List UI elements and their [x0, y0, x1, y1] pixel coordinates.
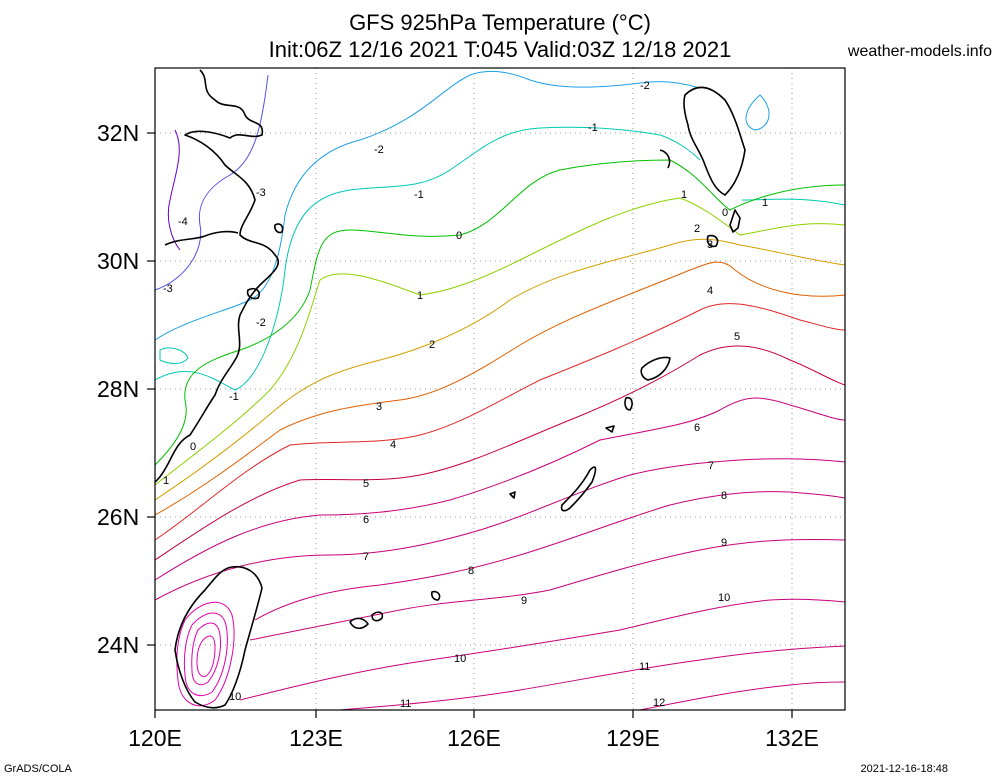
taiwan-coast — [174, 565, 263, 709]
contour-label: 9 — [521, 595, 527, 607]
contour-0 — [154, 159, 846, 466]
contour-12 — [639, 681, 846, 711]
lon-label-120e: 120E — [128, 725, 182, 751]
contour-label: -2 — [256, 317, 266, 329]
coastlines — [154, 69, 746, 709]
mainland-island — [274, 223, 284, 234]
contour-label: 0 — [456, 230, 462, 242]
iriomote — [371, 611, 384, 622]
lat-label-24n: 24N — [97, 632, 139, 658]
contour-label: 4 — [707, 285, 713, 297]
contour-label: 9 — [721, 537, 727, 549]
contour-label: 8 — [721, 490, 727, 502]
china-coast — [154, 69, 280, 483]
contour-label: 4 — [390, 439, 396, 451]
contour-label: 7 — [363, 551, 369, 563]
contour-5 — [154, 345, 846, 561]
contour-label: -2 — [374, 144, 384, 156]
lon-label-132e: 132E — [765, 725, 819, 751]
contour-10 — [239, 598, 846, 701]
contour-label: 11 — [400, 698, 411, 710]
zhoushan-islands — [246, 287, 261, 300]
lon-label-123e: 123E — [289, 725, 343, 751]
contour-label: 6 — [363, 514, 369, 526]
taiwan-hot-contours — [176, 601, 235, 707]
contour-label: -3 — [163, 283, 173, 295]
contour-minus4 — [167, 129, 181, 251]
contour-label: 3 — [707, 239, 713, 251]
contour-label: -3 — [256, 187, 266, 199]
contour-label: 0 — [722, 207, 728, 219]
map-title: GFS 925hPa Temperature (°C) — [349, 10, 651, 35]
lon-label-126e: 126E — [447, 725, 501, 751]
contour-minus1b — [159, 347, 189, 364]
contour-label: 1 — [762, 197, 768, 209]
amami — [640, 356, 671, 381]
lon-label-129e: 129E — [606, 725, 660, 751]
contour-minus1c — [741, 198, 846, 206]
contour-label: 12 — [653, 697, 665, 709]
lat-label-32n: 32N — [97, 120, 139, 146]
contour-label: -1 — [229, 391, 239, 403]
lat-label-28n: 28N — [97, 376, 139, 402]
contour-label: 10 — [718, 592, 730, 604]
contour-label: 8 — [468, 565, 474, 577]
contour-label: 0 — [190, 441, 196, 453]
kyushu-coast — [683, 86, 746, 196]
contour-minus2b — [745, 94, 770, 131]
contour-labels: -2 -1 -2 -3 -1 -4 0 1 2 1 0 3 -3 -2 4 1 … — [163, 80, 768, 710]
contour-label: 5 — [734, 331, 740, 343]
contour-label: 1 — [681, 189, 687, 201]
contour-label: 3 — [376, 401, 382, 413]
okinawa-islet — [509, 491, 516, 499]
contour-3 — [154, 261, 846, 516]
lat-label-30n: 30N — [97, 248, 139, 274]
miyako — [431, 590, 441, 601]
contour-7 — [154, 458, 846, 601]
contour-minus1 — [154, 126, 701, 391]
contour-label: 1 — [417, 290, 423, 302]
contour-8 — [254, 491, 846, 621]
contour-label: 10 — [454, 653, 466, 665]
contour-label: -1 — [414, 189, 424, 201]
contour-label: 10 — [229, 691, 241, 703]
contour-label: 1 — [163, 475, 169, 487]
ishigaki — [349, 617, 369, 630]
contour-label: 2 — [429, 339, 435, 351]
contour-label: -2 — [640, 80, 650, 92]
contour-label: 6 — [694, 422, 700, 434]
yakushima — [706, 234, 719, 248]
kyushu-west — [659, 149, 671, 169]
contour-label: 11 — [639, 661, 650, 673]
contour-minus3 — [154, 74, 269, 291]
contour-11 — [339, 645, 846, 711]
footer-right: 2021-12-16-18:48 — [860, 763, 948, 775]
china-inlet — [164, 230, 239, 246]
contour-4 — [154, 303, 846, 541]
tokunoshima — [624, 396, 633, 411]
footer-left: GrADS/COLA — [4, 763, 72, 775]
contour-1 — [154, 197, 846, 486]
lat-label-26n: 26N — [97, 504, 139, 530]
tanegashima — [729, 209, 741, 233]
contour-6 — [154, 397, 846, 581]
contour-label: -1 — [588, 122, 598, 134]
okinawa — [560, 466, 597, 512]
contour-label: 5 — [363, 478, 369, 490]
contour-label: 2 — [694, 223, 700, 235]
contour-minus2 — [154, 70, 701, 341]
contour-2 — [154, 238, 846, 501]
contour-label: -4 — [178, 216, 188, 228]
map-subtitle: Init:06Z 12/16 2021 T:045 Valid:03Z 12/1… — [268, 37, 732, 62]
site-label: weather-models.info — [847, 43, 992, 60]
axis-ticks — [147, 132, 793, 718]
grid-lines — [155, 68, 845, 710]
contour-label: 7 — [708, 460, 714, 472]
okinoerabu — [605, 425, 615, 433]
